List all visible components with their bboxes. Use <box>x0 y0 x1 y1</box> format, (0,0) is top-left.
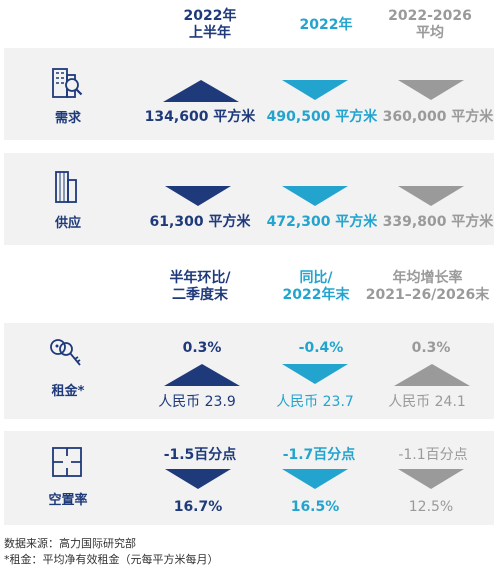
header-cagr: 年均增长率 2021–26/2026末 <box>350 270 500 304</box>
header-2022: 2022年 <box>256 17 396 34</box>
rent-panel <box>4 323 494 419</box>
supply-2022-down-arrow <box>282 186 348 206</box>
demand-h1-up-arrow <box>163 80 239 102</box>
building-icon <box>52 168 82 204</box>
vacancy-panel <box>4 431 494 525</box>
rent-yoy-value: 人民币 23.7 <box>276 394 354 410</box>
header-average-line1: 2022-2026 <box>388 8 472 24</box>
demand-label: 需求 <box>54 111 81 126</box>
vacancy-cagr-down-arrow <box>398 469 464 489</box>
vacancy-hoh-change: -1.5百分点 <box>163 447 237 463</box>
header-hoh-line1: 半年环比/ <box>169 270 231 286</box>
rent-hoh-change: 0.3% <box>182 340 222 356</box>
rent-label: 租金* <box>51 384 85 399</box>
vacancy-hoh-down-arrow <box>165 469 231 489</box>
supply-panel <box>4 153 494 245</box>
key-icon <box>48 337 84 371</box>
supply-avg-down-arrow <box>398 186 464 206</box>
header-average-line2: 平均 <box>416 25 444 41</box>
header-hoh-line2: 二季度末 <box>172 287 228 303</box>
demand-avg-down-arrow <box>398 80 464 100</box>
supply-h1-down-arrow <box>165 186 231 206</box>
floorplan-icon <box>50 445 84 479</box>
header-cagr-line1: 年均增长率 <box>392 270 463 286</box>
header-h1-2022: 2022年 上半年 <box>140 8 280 42</box>
supply-h1-value: 61,300 平方米 <box>149 214 251 230</box>
rent-cagr-change: 0.3% <box>411 340 451 356</box>
demand-h1-value: 134,600 平方米 <box>144 109 256 125</box>
supply-2022-value: 472,300 平方米 <box>266 214 378 230</box>
header-cagr-line2: 2021–26/2026末 <box>365 287 490 303</box>
building-search-icon <box>50 63 84 99</box>
vacancy-label: 空置率 <box>48 493 88 508</box>
header-2022-line1: 2022年 <box>299 17 353 33</box>
header-yoy-line1: 同比/ <box>299 270 333 286</box>
vacancy-yoy-change: -1.7百分点 <box>282 447 356 463</box>
rent-hoh-value: 人民币 23.9 <box>158 394 236 410</box>
vacancy-cagr-change: -1.1百分点 <box>398 447 468 463</box>
rent-hoh-up-arrow <box>164 364 240 386</box>
supply-label: 供应 <box>54 216 81 231</box>
vacancy-yoy-value: 16.5% <box>290 499 340 515</box>
rent-cagr-value: 人民币 24.1 <box>388 394 466 410</box>
header-yoy-line2: 2022年末 <box>282 287 350 303</box>
vacancy-cagr-value: 12.5% <box>408 499 454 515</box>
supply-avg-value: 339,800 平方米 <box>382 214 494 230</box>
footer-source: 数据来源：高力国际研究部 <box>4 537 136 550</box>
header-h1-line2: 上半年 <box>189 25 231 41</box>
demand-avg-value: 360,000 平方米 <box>382 109 494 125</box>
demand-2022-value: 490,500 平方米 <box>266 109 378 125</box>
header-average: 2022-2026 平均 <box>360 8 500 42</box>
demand-panel <box>4 48 494 140</box>
header-hoh: 半年环比/ 二季度末 <box>130 270 270 304</box>
rent-cagr-up-arrow <box>394 364 470 386</box>
rent-yoy-down-arrow <box>282 364 348 384</box>
header-yoy: 同比/ 2022年末 <box>246 270 386 304</box>
vacancy-hoh-value: 16.7% <box>173 499 223 515</box>
vacancy-yoy-down-arrow <box>282 469 348 489</box>
footer-note: *租金：平均净有效租金（元每平方米每月） <box>4 553 219 566</box>
rent-yoy-change: -0.4% <box>298 340 344 356</box>
demand-2022-down-arrow <box>282 80 348 100</box>
header-h1-line1: 2022年 <box>183 8 237 24</box>
